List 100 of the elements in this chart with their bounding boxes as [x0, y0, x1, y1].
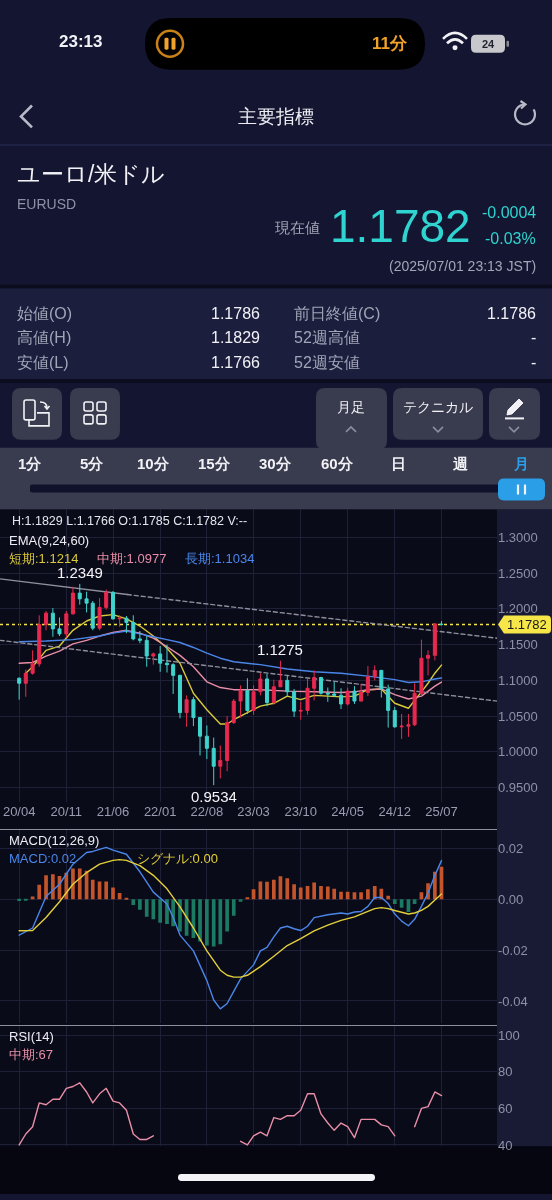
candlestick: [339, 687, 344, 710]
bar: [218, 899, 223, 945]
candlestick: [278, 660, 283, 688]
x-tick-label: 20/04: [2, 803, 36, 819]
candlestick: [30, 649, 35, 676]
text: (2025/07/01 23:13 JST): [389, 258, 537, 274]
bar: [158, 899, 162, 923]
candlestick: [392, 706, 397, 729]
text: 1.1766: [211, 354, 261, 371]
candlestick: [37, 614, 42, 668]
y-tick-label: -0.04: [498, 993, 528, 1009]
bar: [144, 899, 149, 917]
chart-title: H:1.1829 L:1.1766 O:1.1785 C:1.1782 V:--: [12, 514, 248, 528]
bar: [298, 887, 303, 900]
candlestick: [379, 669, 384, 699]
x-tick-label: 20/11: [50, 803, 83, 819]
text: 中期:1.0977: [97, 551, 167, 566]
text: 5分: [80, 455, 105, 472]
text: 15分: [198, 455, 231, 472]
bar: [17, 898, 22, 902]
legend-title: RSI(14): [9, 1029, 54, 1044]
text: 長期:1.1034: [185, 551, 255, 566]
bar: [238, 899, 243, 902]
candlestick: [124, 615, 129, 634]
candlestick: [84, 591, 89, 613]
candlestick: [231, 698, 236, 725]
annotation: 0.9534: [191, 788, 237, 805]
bar: [392, 899, 397, 905]
text: 1.1786: [211, 305, 261, 322]
text: 1分: [18, 455, 43, 472]
candlestick: [419, 639, 424, 697]
candlestick: [439, 620, 444, 627]
legend-title: MACD(12,26,9): [9, 833, 100, 848]
candlestick: [104, 589, 109, 611]
bar: [271, 879, 276, 900]
candlestick: [77, 583, 82, 606]
x-tick-label: 23/03: [237, 803, 270, 819]
text: 中期:67: [9, 1047, 54, 1062]
candlestick: [131, 614, 136, 641]
bar: [71, 868, 75, 900]
candlestick: [238, 684, 243, 719]
candlestick: [359, 683, 364, 702]
candlestick: [251, 684, 256, 716]
bar: [231, 899, 236, 916]
line-series: [18, 630, 443, 684]
candlestick: [191, 696, 196, 727]
candlestick: [325, 687, 330, 703]
text: 現在値: [275, 219, 320, 236]
annotation: 1.1275: [257, 641, 303, 658]
text: 11分: [372, 34, 408, 53]
bar: [37, 884, 42, 900]
text: EURUSD: [17, 196, 77, 212]
candlestick: [312, 669, 317, 701]
bar: [225, 899, 229, 932]
candlestick: [426, 649, 431, 676]
bar: [30, 896, 35, 900]
annotation: 1.1782: [507, 617, 547, 632]
candlestick: [305, 678, 310, 716]
y-tick-label: 1.2500: [498, 565, 538, 581]
candlestick: [345, 687, 350, 706]
text: 週: [452, 455, 469, 472]
candlestick: [97, 597, 102, 631]
text: 前日終値(C): [294, 305, 381, 322]
candlestick: [151, 651, 156, 666]
candlestick: [184, 694, 189, 728]
candlestick: [64, 610, 69, 638]
x-tick-label: 24/12: [378, 803, 412, 819]
bar: [366, 889, 370, 900]
candlestick: [144, 635, 149, 668]
candlestick: [111, 590, 116, 621]
candlestick: [258, 672, 263, 696]
bar: [90, 879, 95, 900]
text: 23:13: [59, 32, 103, 51]
text: 52週安値: [294, 354, 360, 371]
candlestick: [352, 685, 357, 705]
candlestick: [332, 681, 337, 698]
bar: [332, 888, 337, 900]
text: 始値(O): [17, 305, 73, 322]
text: 60分: [321, 455, 354, 472]
candlestick: [264, 673, 270, 707]
line-series: [25, 613, 443, 725]
x-tick-label: 23/10: [284, 803, 317, 819]
text: 高値(H): [17, 329, 72, 346]
bar: [178, 899, 182, 932]
y-tick-label: 40: [498, 1137, 513, 1153]
text: 1.1786: [487, 305, 537, 322]
text: 短期:1.1214: [9, 551, 79, 566]
bar: [198, 899, 202, 942]
text: テクニカル: [403, 399, 473, 415]
candlestick: [23, 669, 28, 698]
y-tick-label: 1.1000: [498, 672, 538, 688]
bar: [51, 874, 55, 900]
y-tick-label: 1.0500: [498, 708, 538, 724]
y-tick-label: 0.00: [498, 891, 524, 907]
text: 主要指標: [238, 106, 314, 127]
bar: [292, 884, 296, 900]
y-tick-label: 0.9500: [498, 780, 538, 796]
candlestick: [298, 701, 303, 721]
candlestick: [218, 744, 223, 779]
candlestick: [90, 600, 95, 631]
